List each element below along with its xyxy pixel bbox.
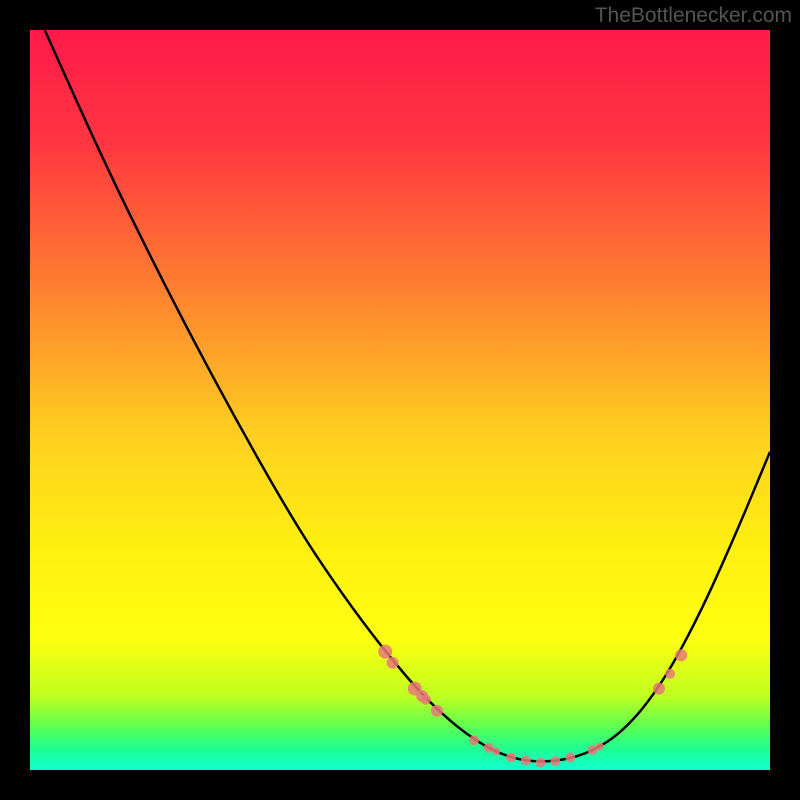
data-marker bbox=[421, 695, 431, 705]
data-marker bbox=[469, 735, 479, 745]
data-marker bbox=[506, 752, 516, 762]
data-marker bbox=[675, 649, 687, 661]
curve-line bbox=[45, 30, 770, 761]
bottleneck-curve bbox=[30, 30, 770, 770]
data-marker bbox=[492, 748, 500, 756]
data-marker bbox=[653, 683, 665, 695]
chart-container bbox=[30, 30, 770, 770]
data-marker bbox=[431, 705, 443, 717]
watermark-text: TheBottlenecker.com bbox=[595, 4, 792, 28]
data-marker bbox=[536, 758, 546, 768]
data-markers bbox=[378, 645, 687, 768]
data-marker bbox=[665, 669, 675, 679]
data-marker bbox=[387, 657, 399, 669]
data-marker bbox=[550, 756, 560, 766]
data-marker bbox=[565, 752, 575, 762]
data-marker bbox=[596, 742, 604, 750]
data-marker bbox=[521, 755, 531, 765]
data-marker bbox=[378, 645, 392, 659]
